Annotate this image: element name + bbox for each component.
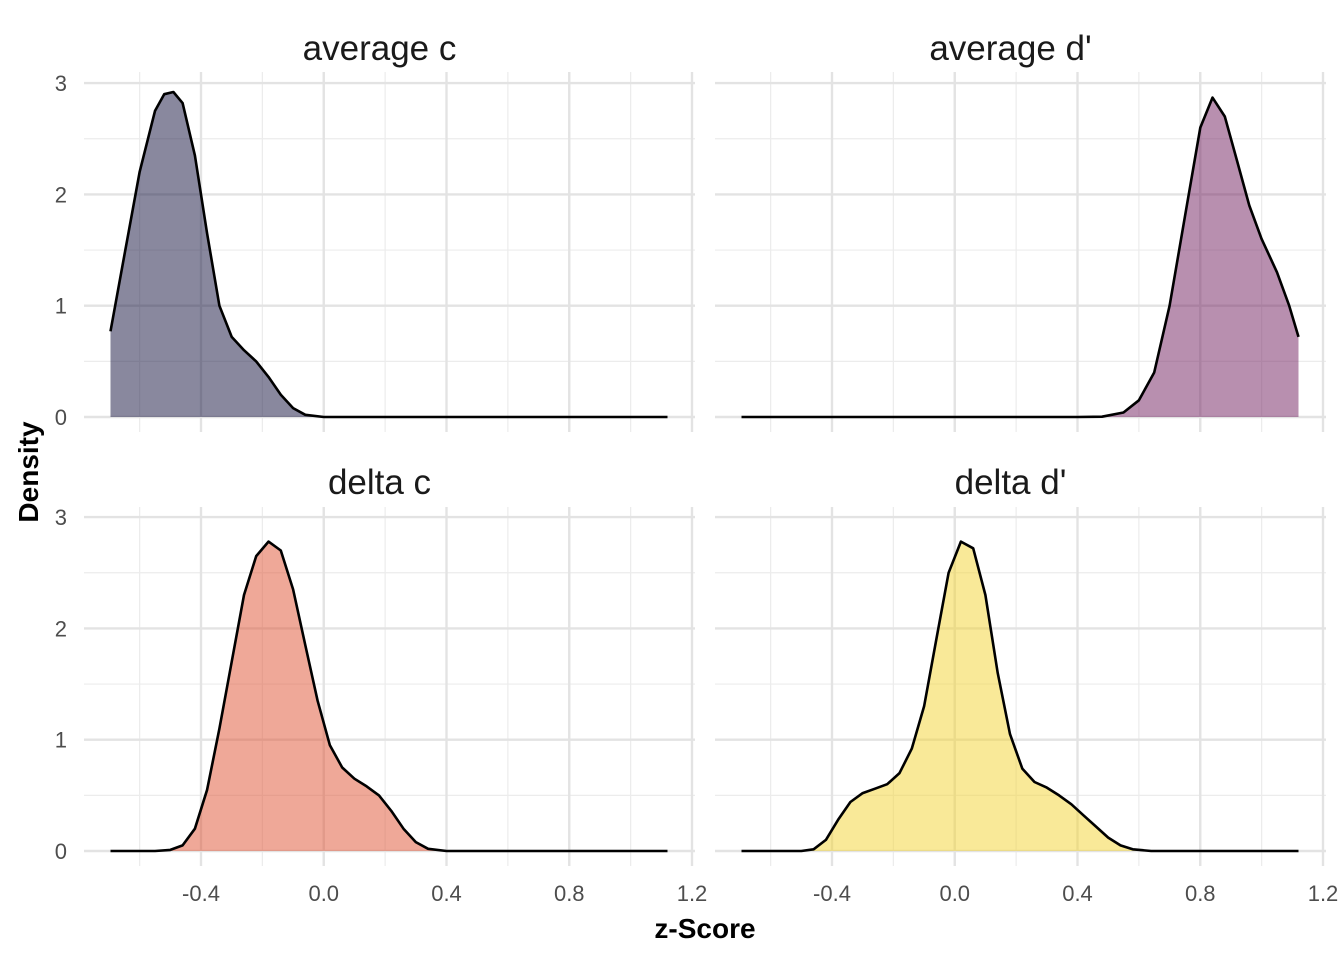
panel-title: average d' [929,29,1091,68]
panel-4: delta d' -0.4 0.0 0.4 0.8 1.2 [715,463,1338,906]
y-tick-label: 0 [55,405,67,430]
y-tick-label: 2 [55,616,67,641]
panel-3: delta c 0 1 2 3 -0.4 0.0 0.4 0.8 1.2 [55,463,708,906]
x-tick-label: 1.2 [1308,881,1339,906]
x-tick-label: 0.4 [431,881,462,906]
x-tick-label: 0.8 [1185,881,1216,906]
x-tick-label: 0.4 [1062,881,1093,906]
panel-title: average c [303,29,457,68]
y-tick-label: 1 [55,728,67,753]
density-line [109,90,668,419]
y-tick-label: 2 [55,182,67,207]
density-line [741,96,1300,419]
panel-title: delta c [328,463,431,502]
x-tick-label: 0.0 [308,881,339,906]
density-line [110,540,668,853]
y-axis-title: Density [13,421,44,523]
density-area [741,97,1299,417]
x-axis-title: z-Score [654,913,755,944]
x-tick-label: 1.2 [677,881,708,906]
density-area [110,541,668,851]
density-line [741,540,1299,853]
y-tick-label: 1 [55,294,67,319]
panel-1: average c 0 1 2 3 [55,29,695,432]
y-tick-label: 3 [55,71,67,96]
x-tick-label: 0.0 [939,881,970,906]
y-tick-label: 3 [55,505,67,530]
density-area [110,92,668,417]
y-tick-label: 0 [55,839,67,864]
density-area [741,541,1299,851]
panel-2: average d' [715,29,1326,432]
x-tick-label: 0.8 [554,881,585,906]
x-tick-label: -0.4 [813,881,851,906]
x-tick-label: -0.4 [182,881,220,906]
panel-title: delta d' [955,463,1067,502]
